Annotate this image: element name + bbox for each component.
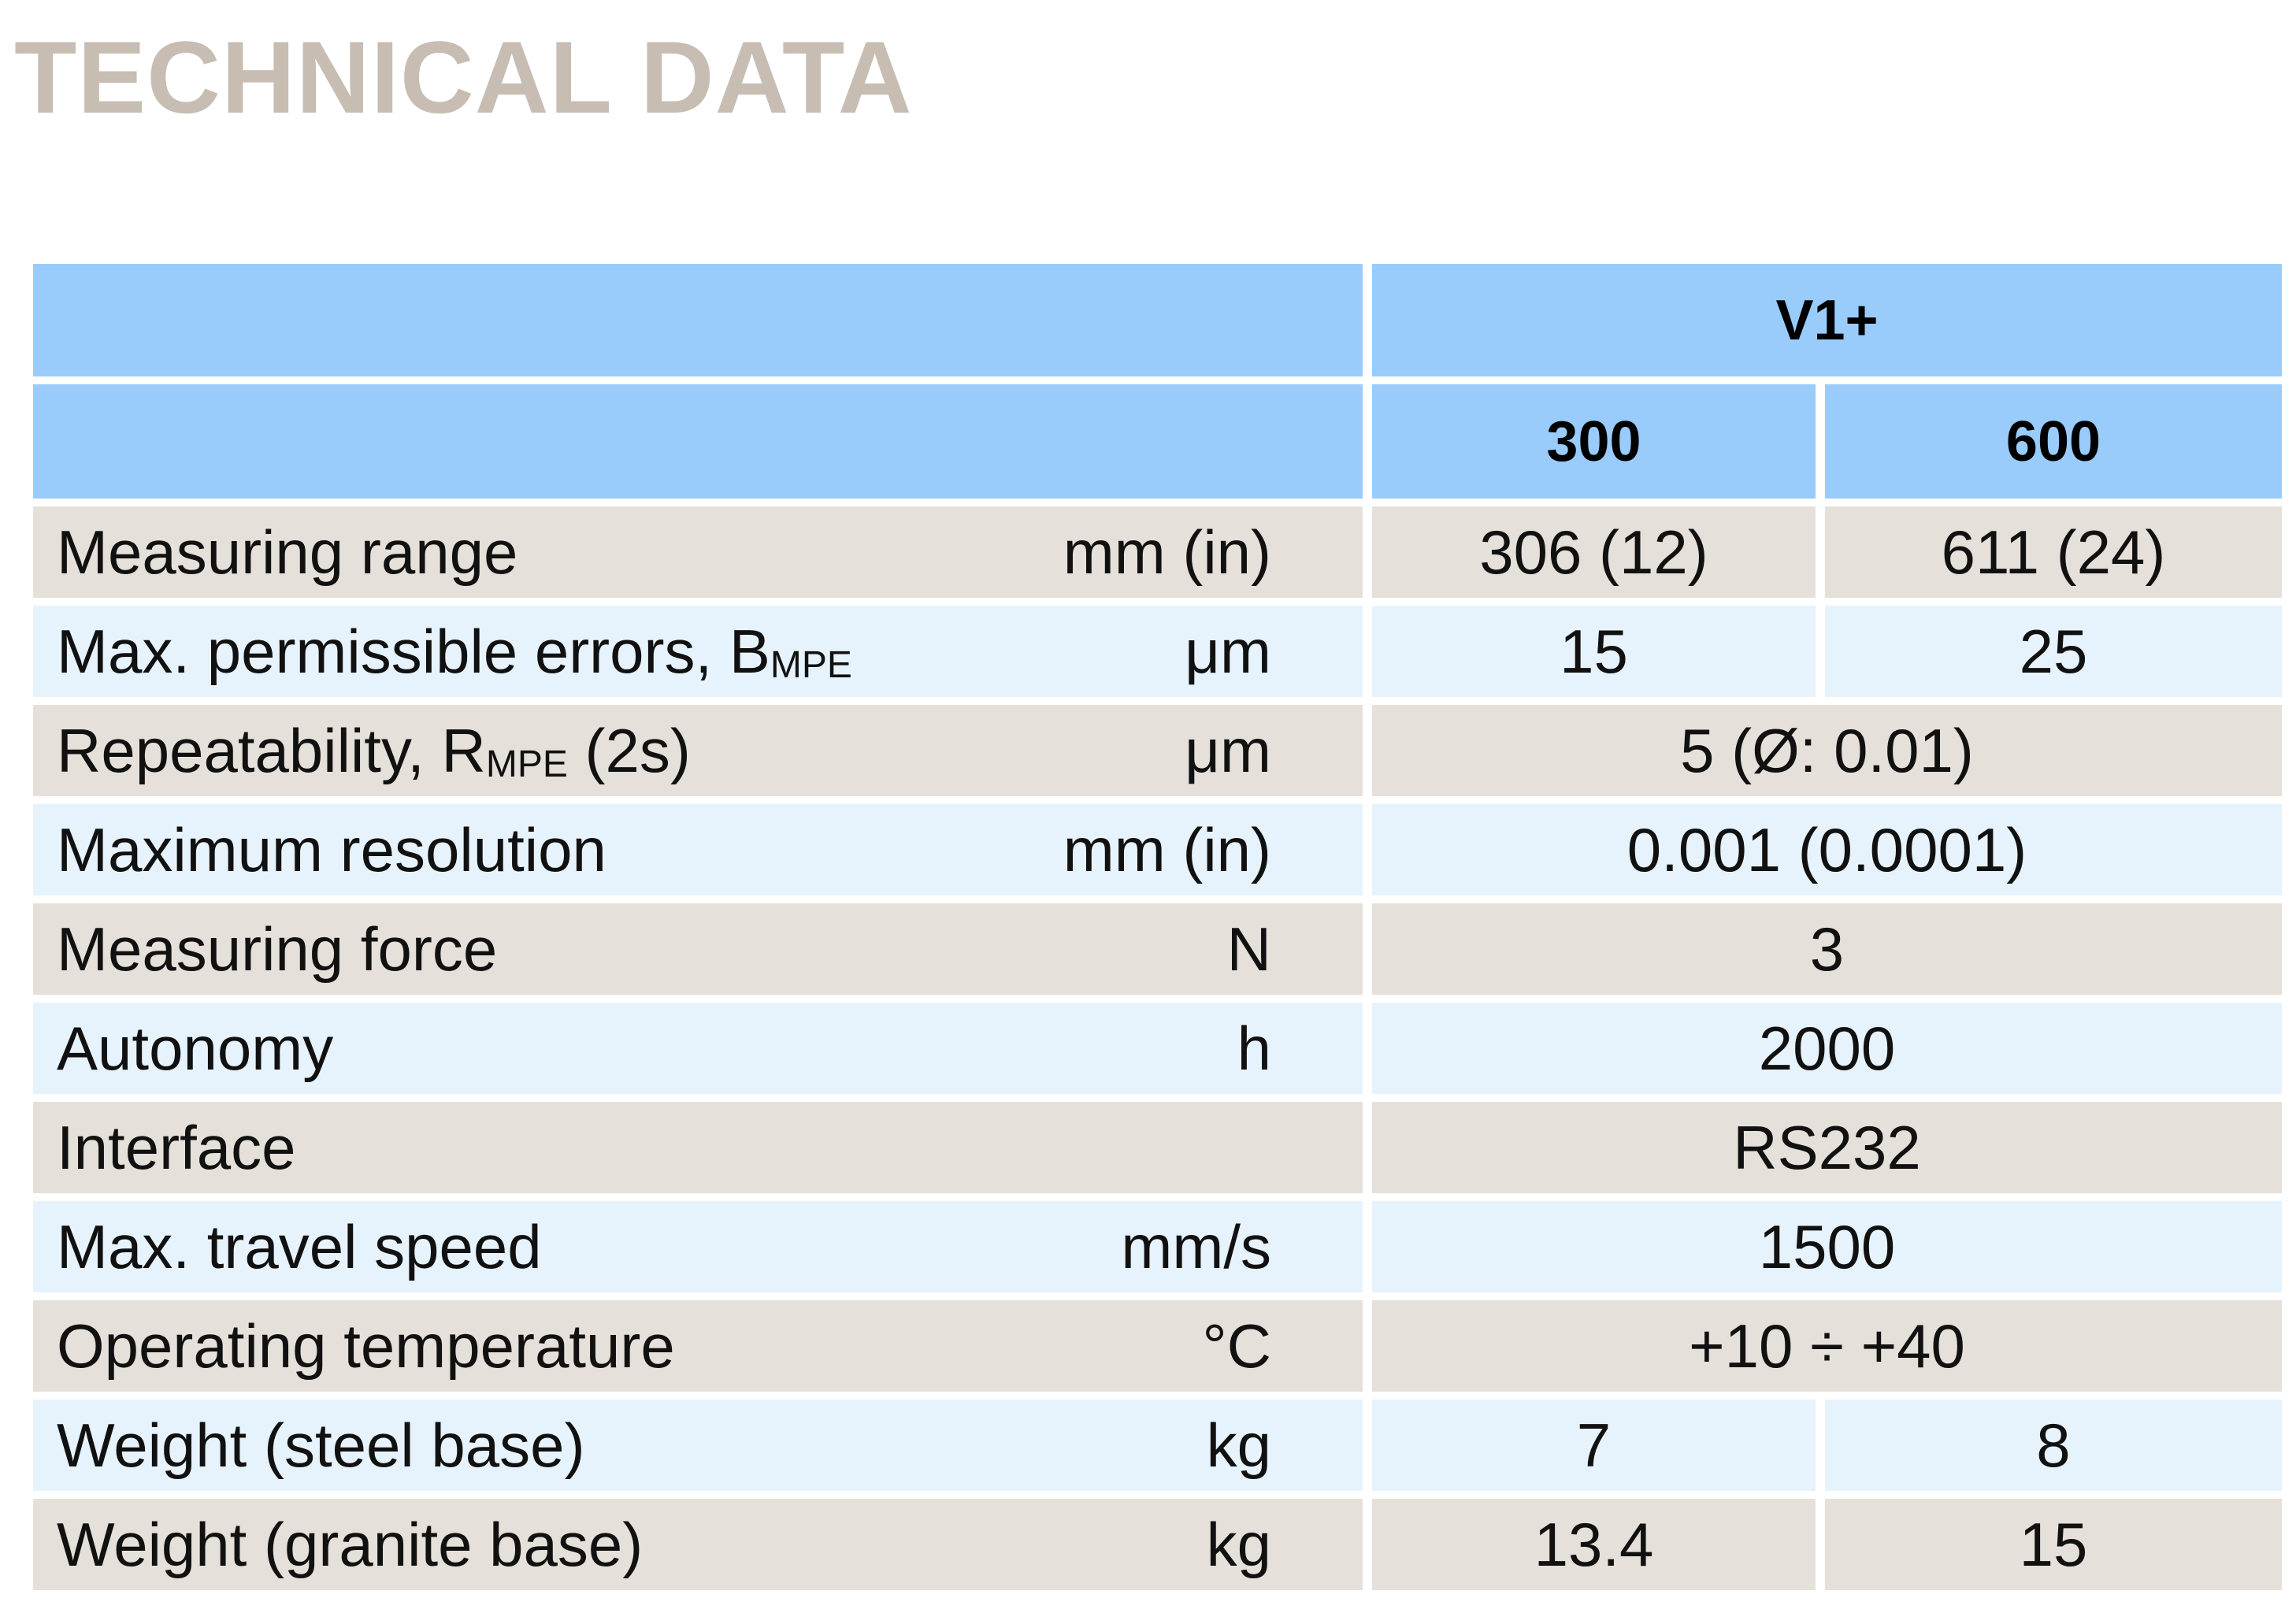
row-value-merged: 0.001 (0.0001): [1372, 804, 2282, 903]
table-row: Weight (granite base) kg 13.4 15: [33, 1499, 2282, 1590]
table-row: Max. travel speed mm/s 1500: [33, 1201, 2282, 1300]
row-value-merged: +10 ÷ +40: [1372, 1300, 2282, 1400]
header-model-cell: V1+: [1372, 264, 2282, 384]
row-value-merged: RS232: [1372, 1102, 2282, 1201]
row-unit: mm (in): [1024, 506, 1372, 606]
row-unit: N: [1024, 903, 1372, 1003]
row-unit: °C: [1024, 1300, 1372, 1400]
row-label-subscript: MPE: [485, 743, 568, 785]
row-value-merged: 2000: [1372, 1003, 2282, 1102]
row-value-300: 13.4: [1372, 1499, 1825, 1590]
row-label: Weight (granite base): [33, 1499, 1024, 1590]
row-value-merged: 3: [1372, 903, 2282, 1003]
row-unit: h: [1024, 1003, 1372, 1102]
row-value-300: 306 (12): [1372, 506, 1825, 606]
row-label-suffix: (2s): [567, 715, 691, 785]
row-unit: mm/s: [1024, 1201, 1372, 1300]
row-label: Repeatability, RMPE (2s): [33, 705, 1024, 804]
page-title: TECHNICAL DATA: [14, 20, 913, 135]
row-value-600: 611 (24): [1825, 506, 2282, 606]
row-value-600: 15: [1825, 1499, 2282, 1590]
table-row: Measuring range mm (in) 306 (12) 611 (24…: [33, 506, 2282, 606]
row-label: Maximum resolution: [33, 804, 1024, 903]
technical-data-table: V1+ 300 600 Measuring range mm (in) 306 …: [33, 264, 2282, 1590]
row-unit: μm: [1024, 705, 1372, 804]
row-label-text: Repeatability, R: [57, 715, 486, 785]
table-row: Interface RS232: [33, 1102, 2282, 1201]
row-value-300: 7: [1372, 1400, 1825, 1499]
row-label: Weight (steel base): [33, 1400, 1024, 1499]
row-label-subscript: MPE: [770, 643, 852, 686]
row-label: Interface: [33, 1102, 1024, 1201]
row-unit: kg: [1024, 1499, 1372, 1590]
row-value-600: 8: [1825, 1400, 2282, 1499]
row-unit: kg: [1024, 1400, 1372, 1499]
header-variant-600: 600: [1825, 384, 2282, 506]
table-row: Maximum resolution mm (in) 0.001 (0.0001…: [33, 804, 2282, 903]
row-unit: [1024, 1102, 1372, 1201]
table-row: Max. permissible errors, BMPE μm 15 25: [33, 606, 2282, 705]
table-header-variant-row: 300 600: [33, 384, 2282, 506]
row-value-600: 25: [1825, 606, 2282, 705]
row-value-merged: 1500: [1372, 1201, 2282, 1300]
row-label: Measuring range: [33, 506, 1024, 606]
row-unit: mm (in): [1024, 804, 1372, 903]
header-blank-cell: [33, 264, 1372, 384]
row-label: Autonomy: [33, 1003, 1024, 1102]
header-variant-300: 300: [1372, 384, 1825, 506]
table-header-model-row: V1+: [33, 264, 2282, 384]
row-value-merged: 5 (Ø: 0.01): [1372, 705, 2282, 804]
row-label-text: Max. permissible errors, B: [57, 616, 770, 686]
header-blank-cell: [33, 384, 1372, 506]
row-unit: μm: [1024, 606, 1372, 705]
table-row: Autonomy h 2000: [33, 1003, 2282, 1102]
row-label: Max. travel speed: [33, 1201, 1024, 1300]
table-row: Measuring force N 3: [33, 903, 2282, 1003]
row-value-300: 15: [1372, 606, 1825, 705]
row-label: Max. permissible errors, BMPE: [33, 606, 1024, 705]
row-label: Measuring force: [33, 903, 1024, 1003]
table-row: Weight (steel base) kg 7 8: [33, 1400, 2282, 1499]
table-row: Repeatability, RMPE (2s) μm 5 (Ø: 0.01): [33, 705, 2282, 804]
row-label: Operating temperature: [33, 1300, 1024, 1400]
table-row: Operating temperature °C +10 ÷ +40: [33, 1300, 2282, 1400]
